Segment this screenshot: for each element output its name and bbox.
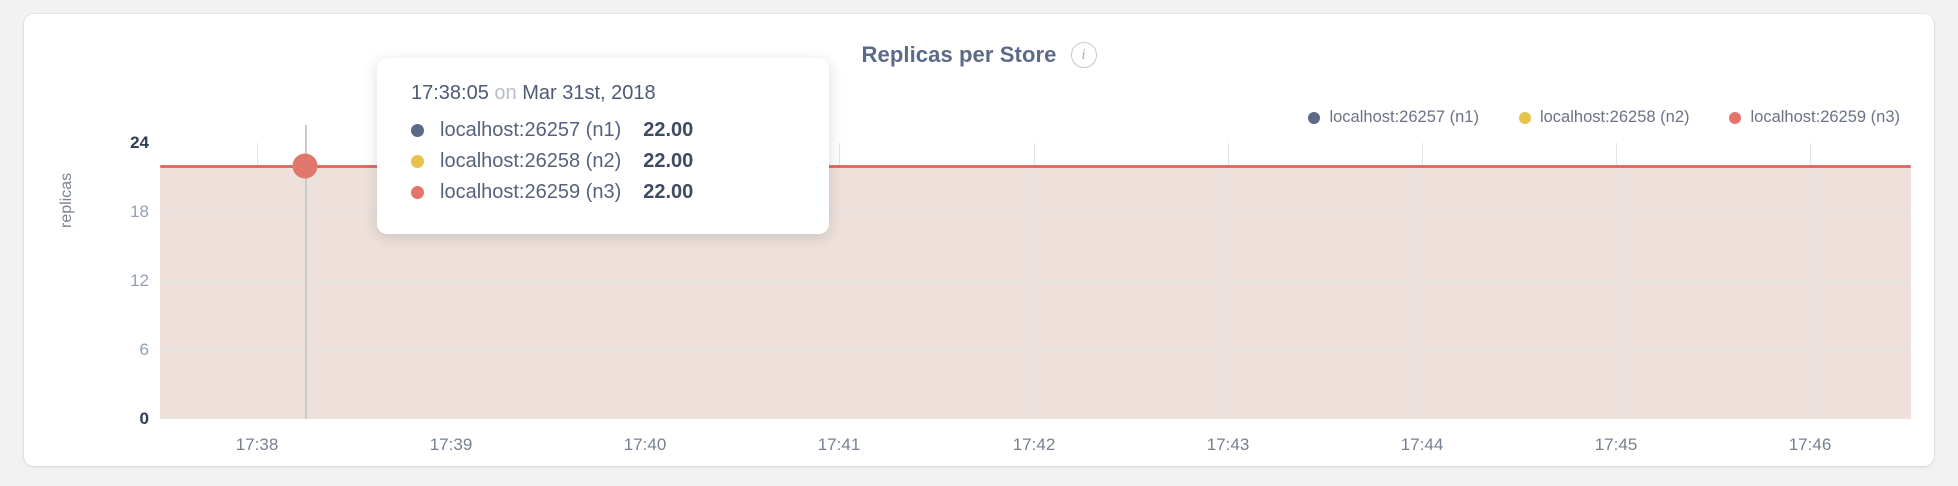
- gridline-vertical: [839, 143, 840, 419]
- plot-wrapper: replicas 24 18 12 6 0: [24, 14, 1934, 466]
- y-axis-tick: 24: [130, 133, 149, 152]
- legend-dot-icon: [1729, 111, 1742, 124]
- y-axis-tick: 12: [130, 271, 149, 290]
- x-axis-tick: 17:46: [1788, 435, 1832, 454]
- legend-item[interactable]: localhost:26257 (n1): [1308, 108, 1479, 127]
- x-axis-tick: 17:44: [1400, 435, 1444, 454]
- legend-item-label: localhost:26259 (n3): [1750, 108, 1900, 126]
- chart-tooltip: 17:38:05 on Mar 31st, 2018 localhost:262…: [377, 58, 829, 234]
- legend-dot-icon: [1308, 111, 1321, 124]
- gridline-vertical: [1810, 143, 1811, 419]
- gridline-vertical: [451, 143, 452, 419]
- x-axis: 17:38 17:39 17:40 17:41 17:42 17:43 17:4…: [160, 419, 1911, 459]
- x-axis-tick: 17:45: [1594, 435, 1638, 454]
- legend-item-label: localhost:26258 (n2): [1539, 108, 1690, 126]
- y-axis-tick: 0: [139, 409, 149, 428]
- x-axis-tick: 17:39: [429, 435, 473, 454]
- y-axis: 24 18 12 6 0: [84, 14, 159, 466]
- x-axis-tick: 17:38: [235, 435, 279, 454]
- legend-dot-icon: [1518, 111, 1531, 124]
- tooltip-row: localhost:26257 (n1) 22.00: [377, 115, 829, 146]
- gridline-horizontal: [160, 212, 1911, 213]
- x-axis-tick: 17:42: [1012, 435, 1056, 454]
- tooltip-time: 17:38:05: [411, 82, 489, 104]
- tooltip-row: localhost:26258 (n2) 22.00: [377, 146, 829, 177]
- tooltip-row-label: localhost:26258 (n2): [440, 150, 622, 172]
- y-axis-tick: 6: [139, 340, 149, 359]
- gridline-horizontal: [160, 350, 1911, 351]
- x-axis-tick: 17:41: [817, 435, 861, 454]
- tooltip-row: localhost:26259 (n3) 22.00: [377, 177, 829, 208]
- tooltip-row-label: localhost:26259 (n3): [440, 181, 622, 203]
- gridline-vertical: [1034, 143, 1035, 419]
- legend-item-label: localhost:26257 (n1): [1329, 108, 1479, 126]
- tooltip-date: Mar 31st, 2018: [522, 82, 656, 104]
- series-dot-icon: [411, 155, 424, 168]
- tooltip-row-label: localhost:26257 (n1): [440, 119, 622, 141]
- y-axis-title: replicas: [58, 172, 75, 228]
- hover-crosshair: [305, 125, 307, 419]
- x-axis-tick: 17:43: [1206, 435, 1250, 454]
- gridline-vertical: [1228, 143, 1229, 419]
- tooltip-row-value: 22.00: [643, 150, 694, 172]
- gridline-vertical: [257, 143, 258, 419]
- gridline-horizontal: [160, 281, 1911, 282]
- chart-legend: localhost:26257 (n1) localhost:26258 (n2…: [1308, 108, 1900, 127]
- tooltip-rows: localhost:26257 (n1) 22.00 localhost:262…: [377, 115, 829, 208]
- chart-card: Replicas per Store i localhost:26257 (n1…: [24, 14, 1934, 466]
- gridline-vertical: [1616, 143, 1617, 419]
- legend-item[interactable]: localhost:26258 (n2): [1518, 108, 1690, 127]
- tooltip-header: 17:38:05 on Mar 31st, 2018: [377, 82, 829, 115]
- y-axis-tick: 18: [130, 202, 149, 221]
- gridline-vertical: [645, 143, 646, 419]
- hover-marker-icon[interactable]: [292, 153, 318, 179]
- tooltip-conjunction: on: [494, 82, 517, 104]
- x-axis-tick: 17:40: [623, 435, 667, 454]
- tooltip-row-value: 22.00: [643, 181, 694, 203]
- info-icon[interactable]: i: [1070, 42, 1097, 68]
- series-dot-icon: [411, 186, 424, 199]
- gridline-vertical: [1422, 143, 1423, 419]
- series-line-n3: [160, 165, 1911, 168]
- series-dot-icon: [411, 124, 424, 137]
- legend-item[interactable]: localhost:26259 (n3): [1729, 108, 1900, 127]
- tooltip-row-value: 22.00: [643, 119, 694, 141]
